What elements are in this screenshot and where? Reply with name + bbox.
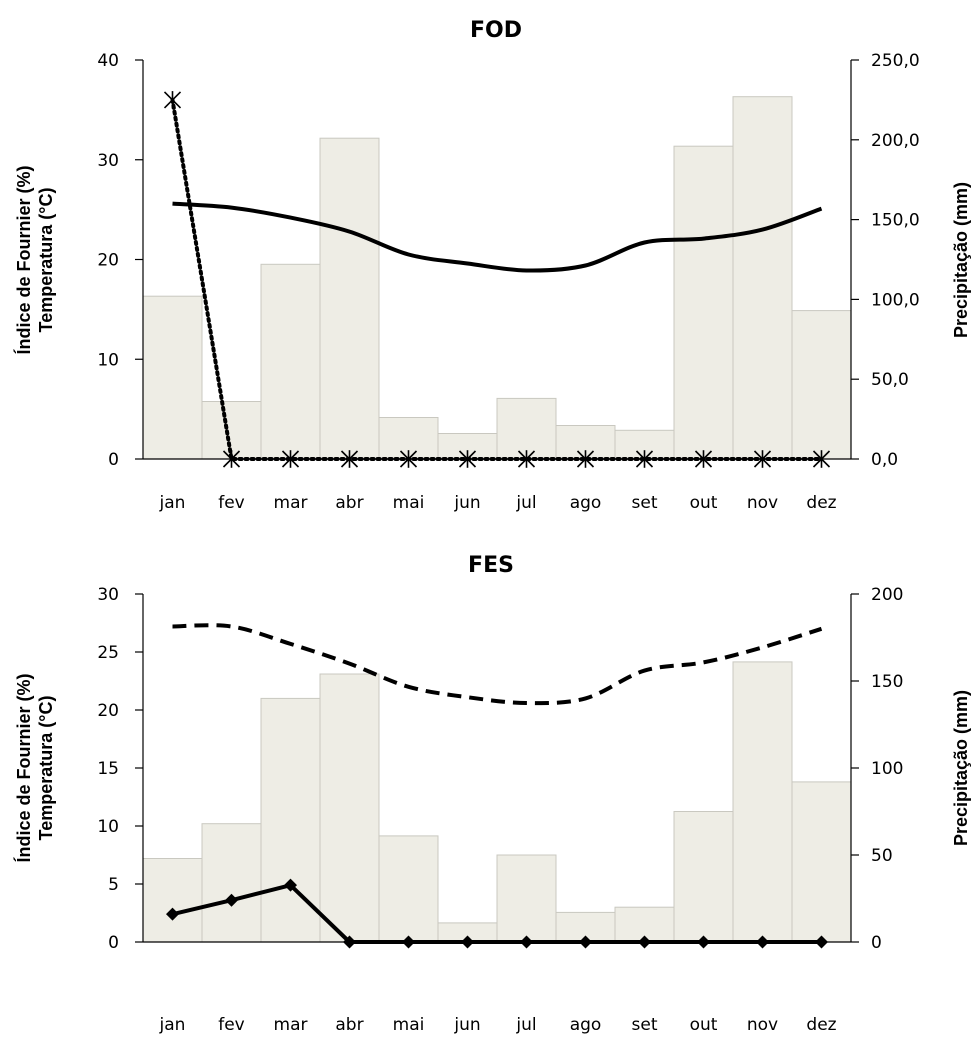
category-label-out: out	[690, 1015, 718, 1035]
axes: 0 10 20 30 40 0,0 50,0 100,0 150,0 200,0 250,0 jan f…	[97, 51, 919, 513]
category-label-fev: fev	[218, 1015, 245, 1035]
left-tick-label: 25	[97, 643, 119, 663]
bar-out	[673, 811, 734, 943]
bar-nov	[732, 661, 793, 943]
axis-labels: Índice de Fournier (%) Temperatura (°C) …	[13, 165, 971, 354]
bar-jul	[496, 397, 557, 460]
category-label-dez: dez	[806, 493, 836, 513]
left-tick-label: 5	[108, 875, 119, 895]
category-label-nov: nov	[747, 1015, 778, 1035]
left-tick-label: 0	[108, 450, 119, 470]
category-label-set: set	[632, 493, 658, 513]
left-tick-label: 30	[97, 151, 119, 171]
bar-jan	[142, 858, 203, 943]
right-tick-label: 0	[871, 933, 882, 953]
line-series-1	[172, 623, 823, 706]
category-label-ago: ago	[570, 493, 602, 513]
left-axis-label-2: Temperatura (°C)	[36, 696, 56, 841]
category-label-mar: mar	[274, 493, 308, 513]
category-label-abr: abr	[335, 493, 363, 513]
bar-dez	[791, 781, 852, 943]
category-label-jan: jan	[159, 493, 186, 513]
chart-title: FOD	[470, 18, 522, 43]
line-series-1	[172, 201, 823, 273]
chart-title: FES	[468, 553, 514, 578]
category-label-mai: mai	[393, 1015, 425, 1035]
point-fev	[225, 893, 238, 907]
bar-dez	[791, 310, 852, 460]
category-label-mar: mar	[274, 1015, 308, 1035]
right-tick-label: 100,0	[871, 290, 920, 310]
category-label-jan: jan	[159, 1015, 186, 1035]
bar-fev	[201, 823, 262, 943]
left-axis-label-1: Índice de Fournier (%)	[13, 165, 34, 354]
category-label-mai: mai	[393, 493, 425, 513]
left-tick-label: 15	[97, 759, 119, 779]
axes: 0 5 10 15 20 25 30 0 50 100 150 200 jan fev mar abr mai j…	[97, 585, 903, 1035]
left-axis-label-1: Índice de Fournier (%)	[13, 673, 34, 862]
right-tick-label: 200,0	[871, 131, 920, 151]
category-label-abr: abr	[335, 1015, 363, 1035]
left-tick-label: 0	[108, 933, 119, 953]
category-label-fev: fev	[218, 493, 245, 513]
right-tick-label: 200	[871, 585, 903, 605]
right-tick-label: 100	[871, 759, 903, 779]
chart-fod: FOD 0 10 20 30 40 0,0 50,0 100,0 150,0 200,0 250,0…	[13, 18, 971, 513]
category-label-jul: jul	[515, 493, 536, 513]
category-label-jun: jun	[453, 493, 480, 513]
chart-fes: FES 0 5 10 15 20 25 30 0 50 100 150 200 jan fev mar abr…	[13, 553, 971, 1035]
bar-series	[142, 661, 852, 943]
right-tick-label: 150,0	[871, 211, 920, 231]
category-label-dez: dez	[806, 1015, 836, 1035]
right-tick-label: 0,0	[871, 450, 898, 470]
category-label-ago: ago	[570, 1015, 602, 1035]
bar-abr	[319, 137, 380, 460]
right-tick-label: 150	[871, 672, 903, 692]
bar-series	[142, 96, 852, 460]
bar-abr	[319, 673, 380, 943]
point-mar	[284, 878, 297, 892]
bar-jul	[496, 854, 557, 943]
bar-jan	[142, 295, 203, 460]
axis-labels: Índice de Fournier (%) Temperatura (°C) …	[13, 673, 971, 862]
left-tick-label: 20	[97, 701, 119, 721]
left-tick-label: 20	[97, 251, 119, 271]
bar-mar	[260, 263, 321, 460]
left-tick-label: 30	[97, 585, 119, 605]
category-label-set: set	[632, 1015, 658, 1035]
category-label-out: out	[690, 493, 718, 513]
point-jan	[163, 91, 182, 109]
bar-nov	[732, 96, 793, 460]
left-tick-label: 10	[97, 350, 119, 370]
category-label-jun: jun	[453, 1015, 480, 1035]
right-tick-label: 50	[871, 846, 893, 866]
bar-out	[673, 145, 734, 460]
category-label-nov: nov	[747, 493, 778, 513]
right-axis-label: Precipitação (mm)	[951, 182, 971, 338]
bar-mai	[378, 835, 439, 943]
right-tick-label: 250,0	[871, 51, 920, 71]
right-axis-label: Precipitação (mm)	[951, 690, 971, 846]
point-jan	[166, 907, 179, 921]
left-tick-label: 10	[97, 817, 119, 837]
left-axis-label-2: Temperatura (°C)	[36, 188, 56, 333]
left-tick-label: 40	[97, 51, 119, 71]
category-label-jul: jul	[515, 1015, 536, 1035]
right-tick-label: 50,0	[871, 370, 909, 390]
